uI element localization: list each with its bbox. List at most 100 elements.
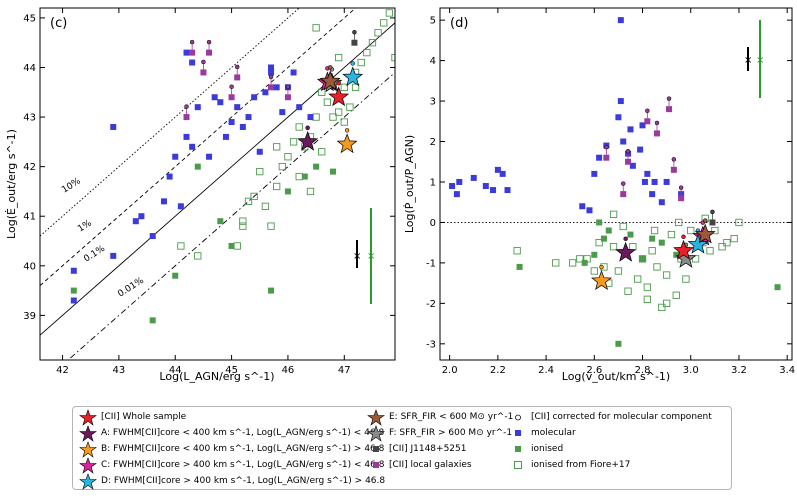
- point-c-ionisedfromfiore17-36: [295, 172, 303, 181]
- point-c-ionisedfromfiore17-31: [312, 24, 320, 32]
- xtick-label-d-3: 2.6: [586, 365, 602, 376]
- point-d-ionisedfromfiore17-13: [629, 243, 637, 251]
- panel-c-xlabel: Log(L_AGN/erg s^-1): [159, 370, 274, 383]
- point-c-ciij11485251-0: [351, 39, 358, 46]
- point-c-molecular-14: [206, 153, 213, 160]
- legend-label-whole: [CII] Whole sample: [101, 412, 187, 422]
- point-d-ciilocalgalaxies-7-corrected: [678, 185, 684, 190]
- point-c-ionisedfromfiore17-1: [194, 252, 202, 260]
- point-d-molecular-12: [596, 154, 603, 161]
- point-c-molecular-0: [70, 267, 77, 274]
- legend-circle-corrected: [515, 414, 521, 421]
- point-d-ionisedfromfiore17-0: [513, 247, 521, 255]
- panel-c-ylabel: Log(Ė_out/erg s^-1): [5, 129, 18, 239]
- ytick-label-d-3: 0: [430, 218, 436, 229]
- errbar-c-green-mark: ×: [367, 251, 375, 262]
- point-c-ciilocalgalaxies-7-corrected: [285, 84, 291, 89]
- point-c-ionisedfromfiore17-5: [250, 192, 258, 201]
- point-d-molecular-10: [586, 207, 593, 214]
- panel-c-label: (c): [50, 16, 67, 31]
- point-c-ciilocalgalaxies-7: [284, 94, 291, 101]
- point-d-ionisedfromfiore17-35: [609, 210, 618, 218]
- point-c-molecular-30: [183, 49, 190, 56]
- ytick-label-d-5: 2: [430, 137, 436, 148]
- point-c-molecular-13: [194, 104, 201, 111]
- point-c-molecular-23: [262, 89, 269, 96]
- point-d-molecular-7: [499, 170, 506, 177]
- point-d-molecular-1: [453, 191, 460, 198]
- legend-star-whole: [79, 409, 97, 426]
- point-c-ionisedfromfiore17-26: [368, 39, 377, 47]
- point-d-ionisedfromfiore17-29: [711, 226, 719, 235]
- point-c-molecular-24: [268, 69, 275, 76]
- point-d-ionisedfromfiore17-34: [662, 299, 671, 308]
- point-c-ionisedfromfiore17-0: [177, 242, 185, 250]
- legend-label-e: E: SFR_FIR < 600 M⊙ yr^-1: [389, 412, 514, 422]
- point-c-ionised-10: [330, 168, 337, 175]
- point-c-ciilocalgalaxies-6: [268, 84, 275, 91]
- point-d-molecular-8: [504, 187, 511, 194]
- ref-line-1: [40, 8, 357, 286]
- point-d-ciilocalgalaxies-0-corrected: [604, 144, 609, 150]
- point-c-molecular-10: [177, 203, 184, 210]
- point-d-ionised-10: [658, 239, 665, 246]
- point-c-ionised-1: [149, 317, 156, 324]
- errbar-c-black-mark: ×: [353, 251, 361, 262]
- point-c-ciilocalgalaxies-3: [206, 49, 213, 56]
- point-d-ionisedfromfiore17-30: [718, 243, 726, 251]
- point-d-molecular-21: [637, 146, 644, 153]
- point-d-molecular-2: [456, 178, 463, 185]
- point-d-molecular-16: [617, 98, 624, 105]
- xtick-label-c-0: 42: [56, 365, 69, 376]
- ytick-label-c-3: 42: [23, 162, 36, 173]
- point-c-ciilocalgalaxies-1: [189, 49, 196, 56]
- point-d-ionised-2: [591, 251, 598, 258]
- point-c-ionisedfromfiore17-24: [357, 58, 365, 67]
- point-c-molecular-4: [132, 218, 139, 225]
- legend-star-a: [79, 425, 97, 442]
- point-c-b-0-corrected: [344, 128, 350, 133]
- point-d-ionisedfromfiore17-9: [609, 243, 618, 251]
- ytick-label-d-1: -2: [426, 299, 436, 310]
- point-d-ionisedfromfiore17-20: [662, 271, 671, 279]
- panel-d-ylabel: Log(Ṗ_out/P_AGN): [403, 135, 416, 233]
- point-c-ciilocalgalaxies-5: [234, 74, 241, 81]
- point-d-ionisedfromfiore17-31: [723, 239, 731, 247]
- line-label-01pct: 0.1%: [82, 244, 107, 265]
- point-c-ionisedfromfiore17-9: [273, 182, 281, 191]
- legend-star-f: [367, 425, 385, 442]
- point-c-molecular-34: [307, 114, 314, 121]
- point-c-ionised-8: [301, 173, 308, 180]
- point-d-ciilocalgalaxies-6-corrected: [671, 157, 677, 162]
- point-d-molecular-5: [490, 187, 497, 194]
- point-d-ciilocalgalaxies-0: [603, 154, 610, 161]
- point-c-molecular-3: [110, 252, 117, 259]
- point-d-ionised-6: [615, 340, 622, 347]
- point-c-ionisedfromfiore17-6: [256, 167, 264, 176]
- legend-label-b: B: FWHM[CII]core < 400 km s^-1, Log(L_AG…: [101, 444, 385, 454]
- point-d-ionised-4: [600, 235, 607, 242]
- point-d-ciiwholesample-0: [673, 239, 694, 260]
- point-d-ciilocalgalaxies-6: [670, 166, 677, 173]
- point-c-molecular-32: [296, 104, 303, 111]
- point-d-ionisedfromfiore17-33: [735, 218, 743, 227]
- point-c-molecular-28: [290, 69, 297, 76]
- point-c-ionisedfromfiore17-19: [329, 113, 337, 121]
- point-c-molecular-5: [138, 213, 145, 220]
- point-c-ciilocalgalaxies-4-corrected: [229, 84, 234, 89]
- point-c-molecular-21: [245, 114, 252, 121]
- ref-line-3: [67, 72, 395, 360]
- point-c-ciiwholesample-0: [328, 86, 350, 107]
- point-d-ionisedfromfiore17-37: [675, 218, 683, 227]
- point-c-ionisedfromfiore17-20: [335, 108, 343, 116]
- point-c-ionised-7: [284, 188, 291, 195]
- point-d-ionisedfromfiore17-24: [682, 275, 690, 283]
- point-c-molecular-9: [172, 153, 179, 160]
- point-c-ciiwholesample-0-corrected: [336, 80, 341, 86]
- point-d-ionisedfromfiore17-22: [672, 291, 680, 299]
- point-c-ionisedfromfiore17-28: [380, 19, 388, 27]
- point-c-ionisedfromfiore17-34: [239, 222, 247, 230]
- point-c-ionisedfromfiore17-8: [267, 222, 275, 230]
- point-c-ciilocalgalaxies-0-corrected: [184, 104, 189, 109]
- point-d-ciij11485251-0-corrected: [710, 209, 715, 215]
